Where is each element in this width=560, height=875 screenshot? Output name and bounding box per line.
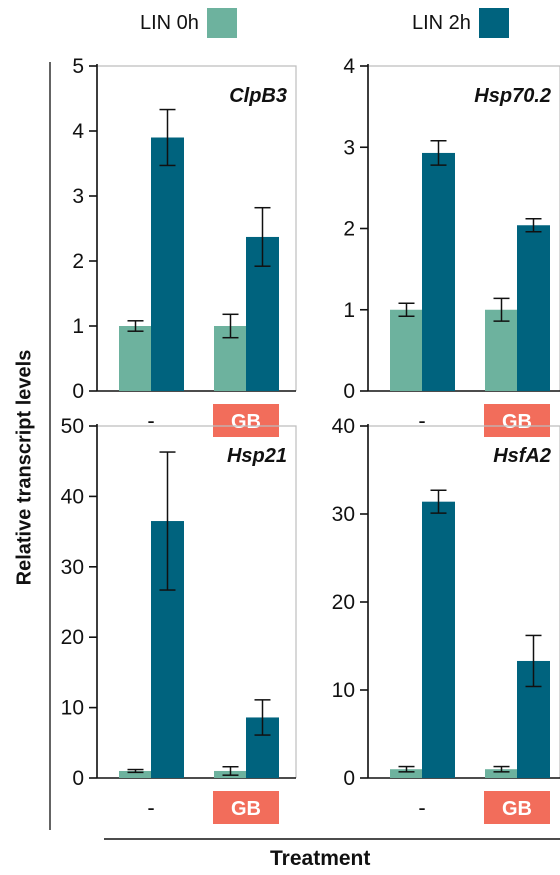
- bar-lin-0h-control: [390, 309, 423, 391]
- bar-lin-2h-control: [151, 137, 184, 391]
- gb-badge: [484, 404, 550, 437]
- y-tick-label: 4: [343, 55, 355, 78]
- y-tick-label: 2: [343, 218, 355, 241]
- y-tick-label: 0: [72, 767, 84, 790]
- y-tick-label: 3: [72, 185, 84, 208]
- y-tick-label: 4: [72, 120, 84, 143]
- y-tick-label: 0: [343, 767, 355, 790]
- y-tick-label: 5: [72, 55, 84, 78]
- bar-lin-2h-control: [422, 501, 455, 778]
- gb-badge: [484, 791, 550, 824]
- treatment-label-gb: GB: [502, 411, 532, 433]
- y-tick-label: 0: [343, 380, 355, 403]
- bar-lin-2h-gb: [517, 225, 550, 391]
- y-tick-label: 0: [72, 380, 84, 403]
- y-tick-label: 2: [72, 250, 84, 273]
- y-tick-label: 1: [72, 315, 84, 338]
- treatment-label-control: -: [418, 795, 425, 820]
- bar-lin-0h-gb: [485, 309, 518, 391]
- panel-clpb3: 0 1 2 3 4 5 ClpB3 - GB: [72, 55, 297, 437]
- panel-title: Hsp21: [227, 445, 287, 467]
- treatment-label-control: -: [147, 795, 154, 820]
- y-tick-label: 50: [61, 415, 84, 438]
- x-axis-title: Treatment: [270, 847, 371, 870]
- gb-badge: [213, 404, 279, 437]
- legend-label: LIN 2h: [412, 11, 471, 34]
- panel-title: HsfA2: [493, 445, 551, 467]
- y-tick-label: 1: [343, 299, 355, 322]
- y-tick-label: 20: [61, 626, 84, 649]
- treatment-label-gb: GB: [502, 798, 532, 820]
- panel-title: Hsp70.2: [474, 85, 551, 107]
- panel-hsp70-2: 0 1 2 3 4 Hsp70.2 - GB: [343, 55, 560, 437]
- y-tick-label: 10: [332, 679, 355, 702]
- legend-swatch: [478, 8, 509, 38]
- panel-title: ClpB3: [229, 85, 287, 107]
- legend-swatch: [206, 8, 237, 38]
- bar-lin-0h-control: [390, 769, 423, 778]
- y-tick-label: 40: [332, 415, 355, 438]
- treatment-label-control: -: [418, 408, 425, 433]
- y-tick-label: 20: [332, 591, 355, 614]
- gb-badge: [213, 791, 279, 824]
- treatment-label-control: -: [147, 408, 154, 433]
- panel-hsfa2: 0 10 20 30 40 HsfA2 - GB: [332, 415, 560, 824]
- treatment-label-gb: GB: [231, 798, 261, 820]
- y-tick-label: 3: [343, 136, 355, 159]
- bar-lin-0h-gb: [485, 769, 518, 778]
- bar-lin-0h-control: [119, 770, 152, 778]
- y-tick-label: 10: [61, 697, 84, 720]
- panel-hsp21: 0 10 20 30 40 50 Hsp21 - GB: [61, 415, 297, 824]
- bar-lin-0h-control: [119, 326, 152, 391]
- y-tick-label: 30: [332, 503, 355, 526]
- y-tick-label: 40: [61, 485, 84, 508]
- bar-lin-2h-control: [422, 152, 455, 391]
- legend-label: LIN 0h: [140, 11, 199, 34]
- legend-item-lin-2h: LIN 2h: [412, 7, 509, 39]
- y-tick-label: 30: [61, 556, 84, 579]
- legend-item-lin-0h: LIN 0h: [140, 7, 237, 39]
- treatment-label-gb: GB: [231, 411, 261, 433]
